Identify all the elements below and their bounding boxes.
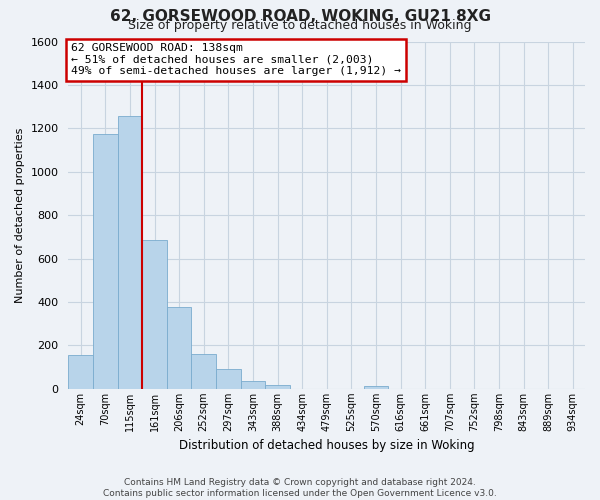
Bar bbox=[118, 116, 142, 389]
Text: 62 GORSEWOOD ROAD: 138sqm
← 51% of detached houses are smaller (2,003)
49% of se: 62 GORSEWOOD ROAD: 138sqm ← 51% of detac… bbox=[71, 43, 401, 76]
Text: Contains HM Land Registry data © Crown copyright and database right 2024.
Contai: Contains HM Land Registry data © Crown c… bbox=[103, 478, 497, 498]
Bar bbox=[265, 384, 290, 389]
X-axis label: Distribution of detached houses by size in Woking: Distribution of detached houses by size … bbox=[179, 440, 475, 452]
Bar bbox=[93, 134, 118, 389]
Bar bbox=[68, 355, 93, 389]
Text: Size of property relative to detached houses in Woking: Size of property relative to detached ho… bbox=[128, 19, 472, 32]
Y-axis label: Number of detached properties: Number of detached properties bbox=[15, 128, 25, 303]
Bar bbox=[241, 382, 265, 389]
Bar bbox=[142, 240, 167, 389]
Bar bbox=[191, 354, 216, 389]
Bar bbox=[216, 370, 241, 389]
Text: 62, GORSEWOOD ROAD, WOKING, GU21 8XG: 62, GORSEWOOD ROAD, WOKING, GU21 8XG bbox=[110, 9, 491, 24]
Bar bbox=[167, 308, 191, 389]
Bar bbox=[364, 386, 388, 389]
